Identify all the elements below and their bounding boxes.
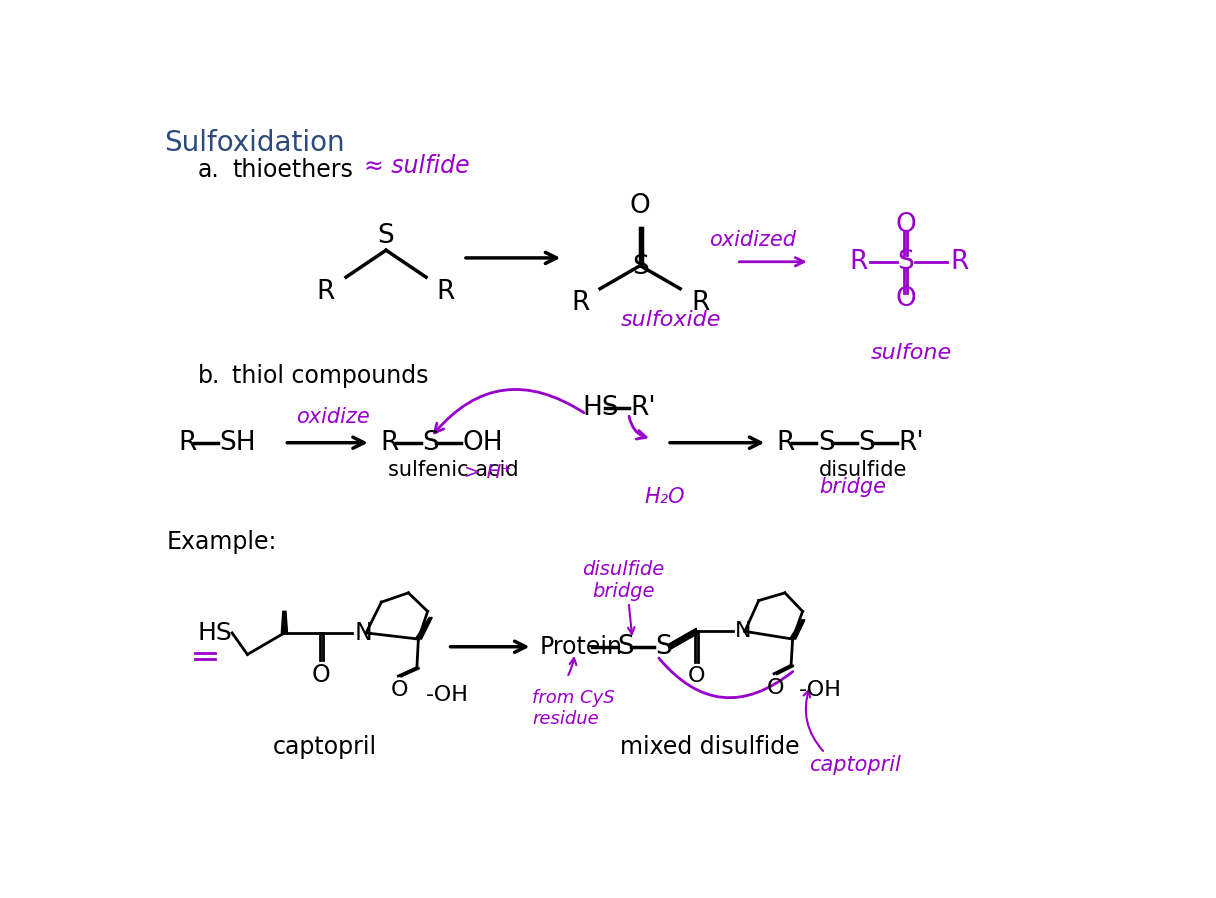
FancyArrowPatch shape (629, 416, 646, 439)
Polygon shape (789, 620, 805, 639)
Text: R: R (317, 278, 336, 304)
Text: N: N (355, 621, 372, 645)
Text: R: R (951, 249, 969, 275)
Text: S: S (378, 223, 394, 249)
Text: S: S (897, 249, 914, 275)
Text: S: S (858, 430, 874, 455)
Text: captopril: captopril (272, 735, 377, 760)
Text: disulfide
bridge: disulfide bridge (582, 559, 664, 601)
Text: HS: HS (582, 395, 619, 421)
Text: thioethers: thioethers (232, 158, 353, 181)
Text: disulfide: disulfide (818, 461, 907, 480)
Text: mixed disulfide: mixed disulfide (620, 735, 799, 760)
Text: S: S (655, 634, 672, 660)
Text: O: O (392, 680, 409, 700)
Text: a.: a. (197, 158, 219, 181)
Text: R: R (381, 430, 399, 455)
Text: OH: OH (462, 430, 503, 455)
Text: O: O (630, 193, 651, 218)
FancyArrowPatch shape (568, 658, 576, 675)
Text: HS: HS (197, 621, 232, 645)
Text: O: O (687, 666, 705, 686)
Text: oxidize: oxidize (295, 408, 370, 427)
Text: R: R (572, 290, 590, 316)
Text: > H⁺: > H⁺ (463, 463, 511, 482)
Text: sulfone: sulfone (871, 343, 952, 363)
Text: R: R (849, 249, 867, 275)
Text: oxidized: oxidized (709, 230, 796, 251)
Text: O: O (895, 212, 916, 238)
FancyArrowPatch shape (804, 691, 823, 751)
Text: S: S (422, 430, 439, 455)
Text: S: S (818, 430, 834, 455)
Text: H₂O: H₂O (644, 488, 685, 507)
Text: O: O (313, 663, 331, 687)
Text: b.: b. (197, 365, 220, 388)
Text: ≈ sulfide: ≈ sulfide (365, 154, 471, 178)
Text: O: O (895, 286, 916, 312)
Text: R: R (437, 278, 455, 304)
Text: from CyS
residue: from CyS residue (533, 689, 615, 728)
Text: sulfoxide: sulfoxide (621, 310, 721, 330)
Text: R: R (777, 430, 795, 455)
Text: sulfenic acid: sulfenic acid (388, 460, 519, 480)
Text: -OH: -OH (426, 685, 469, 705)
Text: S: S (617, 634, 634, 660)
Text: bridge: bridge (818, 478, 885, 497)
FancyArrowPatch shape (659, 658, 793, 698)
FancyArrowPatch shape (627, 605, 635, 634)
Text: SH: SH (220, 430, 257, 455)
Text: Example:: Example: (167, 530, 277, 554)
Text: S: S (632, 254, 648, 280)
Text: -OH: -OH (799, 680, 841, 700)
FancyArrowPatch shape (434, 390, 584, 433)
Text: captopril: captopril (810, 754, 901, 775)
Polygon shape (281, 612, 287, 633)
Polygon shape (416, 618, 432, 639)
Text: R: R (691, 290, 709, 316)
Text: O: O (767, 678, 784, 698)
Text: R': R' (899, 430, 924, 455)
Text: R: R (178, 430, 197, 455)
Text: Sulfoxidation: Sulfoxidation (164, 129, 345, 157)
Text: N: N (734, 621, 751, 641)
Text: R': R' (630, 395, 655, 421)
Text: Protein: Protein (540, 635, 623, 659)
Text: thiol compounds: thiol compounds (232, 365, 428, 388)
Polygon shape (669, 629, 697, 650)
